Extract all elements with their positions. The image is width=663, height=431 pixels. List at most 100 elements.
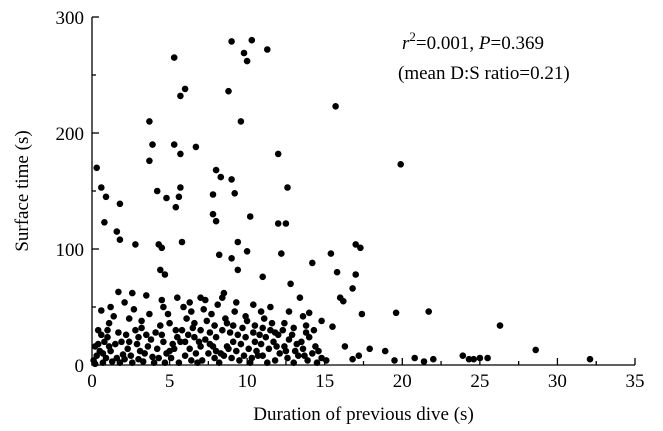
data-point [274, 220, 282, 227]
data-point [208, 310, 215, 318]
data-point [271, 357, 279, 364]
data-point [250, 329, 257, 336]
x-tick-label: 30 [548, 371, 567, 392]
data-point [205, 350, 212, 357]
data-point [211, 354, 218, 362]
data-point [333, 268, 341, 276]
data-point [251, 338, 259, 346]
data-point [397, 161, 405, 168]
data-point [175, 193, 183, 201]
data-point [107, 303, 114, 311]
data-point [202, 336, 209, 343]
data-point [155, 354, 162, 362]
data-point [115, 329, 122, 336]
data-point [101, 219, 108, 226]
data-point [302, 329, 310, 336]
x-tick-label: 0 [87, 371, 97, 392]
data-point [228, 176, 235, 183]
data-point [288, 331, 296, 339]
data-point [177, 338, 184, 346]
x-tick-label: 25 [470, 371, 489, 392]
data-point [282, 347, 290, 355]
data-point [236, 357, 243, 364]
data-point [313, 359, 321, 367]
data-point [228, 354, 235, 362]
data-point [233, 347, 240, 355]
data-point [420, 358, 428, 365]
data-point [228, 38, 235, 45]
data-point [219, 294, 226, 302]
data-point [296, 294, 304, 302]
data-point [153, 187, 161, 195]
data-point [262, 333, 270, 341]
data-point [259, 273, 267, 281]
data-point [146, 310, 153, 318]
data-point [200, 306, 207, 313]
data-point [349, 285, 356, 292]
data-point [132, 241, 139, 248]
data-point [248, 36, 256, 44]
x-tick-label: 15 [315, 371, 334, 392]
data-point [293, 340, 301, 348]
data-point [138, 324, 145, 332]
data-point [381, 347, 389, 355]
data-point [309, 350, 316, 357]
data-point [133, 340, 141, 348]
data-point [99, 359, 107, 367]
data-point [285, 336, 293, 343]
data-point [273, 343, 280, 350]
data-point [110, 313, 117, 320]
data-point [138, 317, 145, 325]
data-point [256, 331, 263, 339]
data-point [278, 250, 285, 257]
data-point [161, 359, 169, 367]
data-point [305, 309, 313, 317]
data-point [192, 350, 200, 357]
data-point [112, 340, 119, 348]
data-point [352, 271, 360, 278]
data-point [115, 288, 122, 296]
data-point [158, 331, 166, 339]
data-point [180, 303, 187, 311]
data-point [268, 319, 276, 327]
data-point [484, 354, 491, 362]
data-point [250, 301, 257, 309]
data-point [125, 338, 133, 346]
data-point [211, 322, 218, 329]
data-point [234, 331, 242, 339]
data-point [470, 355, 478, 363]
data-point [104, 326, 111, 334]
data-point [195, 338, 203, 346]
data-point [144, 343, 152, 350]
data-point [160, 303, 167, 311]
data-point [98, 331, 105, 339]
data-point [91, 360, 99, 368]
data-point [121, 299, 128, 306]
data-point [305, 333, 313, 341]
data-point [284, 184, 291, 191]
data-point [312, 343, 319, 350]
data-point [93, 352, 100, 360]
data-point [153, 345, 161, 353]
p-value: =0.369 [490, 33, 543, 54]
data-point [215, 251, 223, 259]
data-point [178, 326, 186, 334]
data-point [192, 143, 200, 151]
data-point [177, 184, 184, 191]
p-symbol: P [478, 33, 491, 54]
data-point [135, 333, 142, 341]
data-point [358, 310, 366, 318]
data-point [355, 352, 363, 360]
data-point [212, 333, 220, 341]
data-point [260, 315, 268, 322]
data-point [129, 359, 136, 367]
data-point [243, 248, 251, 255]
data-point [246, 359, 254, 367]
r-superscript: 2 [409, 29, 416, 44]
data-point [101, 338, 108, 346]
data-point [98, 184, 105, 191]
y-tick-label: 100 [56, 240, 85, 261]
data-point [170, 54, 178, 61]
data-point [150, 359, 158, 367]
data-point [164, 310, 172, 318]
